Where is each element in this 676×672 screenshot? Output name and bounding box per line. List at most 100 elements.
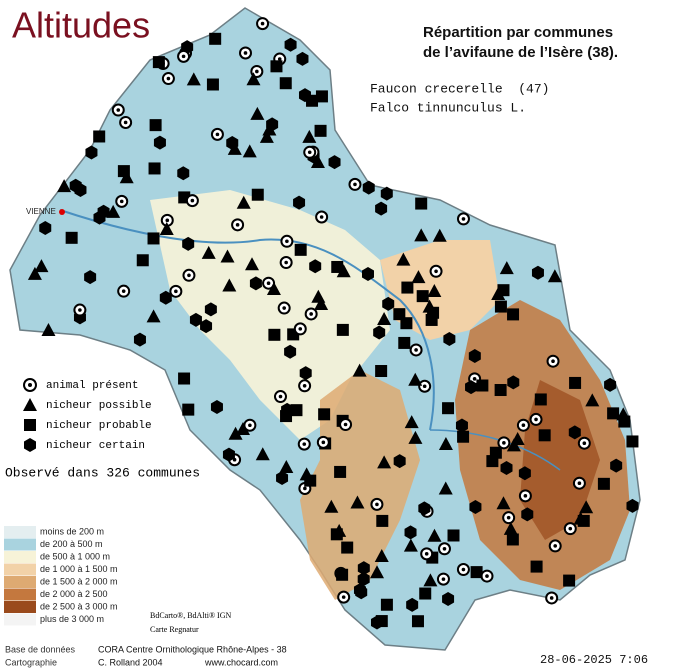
marker-probable: [626, 435, 639, 448]
marker-possible: [377, 311, 392, 325]
marker-possible: [547, 269, 562, 283]
marker-present: [123, 120, 128, 125]
marker-present: [461, 217, 466, 221]
marker-probable: [209, 32, 222, 45]
marker-possible: [246, 72, 261, 86]
marker-probable: [470, 566, 483, 579]
marker-certain: [284, 37, 297, 52]
marker-probable: [304, 474, 317, 487]
footer-text: CORA Centre Ornithologique Rhône-Alpes -…: [98, 644, 287, 654]
marker-certain: [610, 458, 623, 473]
city-dot: [59, 209, 65, 215]
marker-present: [422, 384, 427, 389]
marker-possible: [377, 455, 392, 469]
marker-present: [248, 423, 252, 428]
marker-present: [343, 422, 348, 427]
marker-probable: [457, 430, 470, 443]
marker-probable: [149, 119, 162, 132]
marker-certain: [518, 466, 531, 481]
marker-possible: [414, 228, 429, 242]
marker-probable: [336, 323, 349, 336]
marker-probable: [442, 402, 455, 415]
marker-possible: [186, 72, 201, 86]
subtitle: Répartition par communes: [423, 24, 613, 41]
marker-possible: [314, 297, 329, 311]
marker-present: [187, 273, 191, 278]
marker-possible: [496, 496, 511, 510]
marker-certain: [182, 236, 195, 251]
legend-symbol: [23, 398, 37, 411]
marker-certain: [222, 447, 235, 462]
marker-certain: [404, 525, 417, 540]
marker-present: [414, 348, 418, 352]
marker-certain: [249, 276, 262, 291]
marker-possible: [422, 299, 437, 313]
marker-probable: [569, 376, 582, 389]
marker-possible: [311, 289, 326, 303]
marker-present: [278, 394, 283, 399]
marker-certain: [568, 425, 581, 440]
marker-probable: [393, 308, 406, 321]
marker-present: [534, 417, 538, 422]
marker-present: [174, 289, 178, 294]
marker-certain: [97, 204, 110, 219]
marker-probable: [489, 446, 502, 459]
marker-possible: [146, 309, 161, 323]
marker-present: [307, 150, 312, 155]
marker-certain: [443, 332, 456, 347]
marker-probable: [506, 533, 519, 546]
observation-markers: [27, 17, 639, 630]
marker-present: [472, 377, 477, 381]
legend-label: nicheur probable: [46, 420, 152, 432]
marker-certain: [328, 155, 341, 170]
subtitle: de l’avifaune de l’Isère (38).: [423, 44, 618, 61]
footer-text: C. Rolland 2004: [98, 657, 163, 667]
marker-probable: [375, 365, 388, 378]
marker-certain: [468, 349, 481, 364]
marker-present: [551, 359, 555, 364]
marker-possible: [438, 481, 453, 495]
marker-present: [461, 567, 466, 572]
marker-certain: [373, 325, 386, 340]
marker-probable: [401, 281, 414, 294]
marker-present: [166, 76, 171, 81]
marker-possible: [408, 372, 423, 386]
marker-possible: [259, 129, 274, 143]
altitude-label: de 2 000 à 2 500: [40, 589, 108, 599]
altitude-swatch: [4, 551, 36, 563]
marker-present: [485, 574, 489, 578]
vercors: [300, 370, 420, 600]
marker-probable: [136, 254, 149, 267]
marker-possible: [242, 144, 257, 158]
marker-present: [577, 481, 582, 485]
observed-count: Observé dans 326 communes: [5, 465, 200, 480]
marker-probable: [251, 188, 264, 201]
altitude-label: de 200 à 500 m: [40, 539, 103, 549]
marker-possible: [352, 363, 367, 377]
marker-probable: [415, 197, 428, 210]
marker-probable: [178, 372, 191, 385]
marker-certain: [380, 186, 393, 201]
marker-possible: [27, 266, 42, 280]
marker-possible: [573, 511, 588, 525]
marker-probable: [290, 404, 303, 417]
marker-certain: [159, 290, 172, 305]
legend-symbol: [24, 419, 36, 431]
marker-probable: [65, 231, 78, 244]
marker-possible: [236, 195, 251, 209]
marker-present: [521, 423, 526, 428]
title: Altitudes: [12, 5, 150, 46]
marker-probable: [314, 124, 327, 137]
marker-probable: [152, 56, 165, 69]
altitude-swatch: [4, 601, 36, 613]
marker-present: [321, 440, 326, 445]
marker-present: [235, 223, 240, 227]
marker-certain: [375, 201, 388, 216]
marker-certain: [226, 135, 239, 150]
marker-present: [243, 51, 248, 55]
marker-certain: [85, 145, 98, 160]
marker-certain: [204, 302, 217, 317]
marker-present: [424, 552, 429, 556]
marker-possible: [438, 437, 453, 451]
marker-possible: [499, 261, 514, 275]
